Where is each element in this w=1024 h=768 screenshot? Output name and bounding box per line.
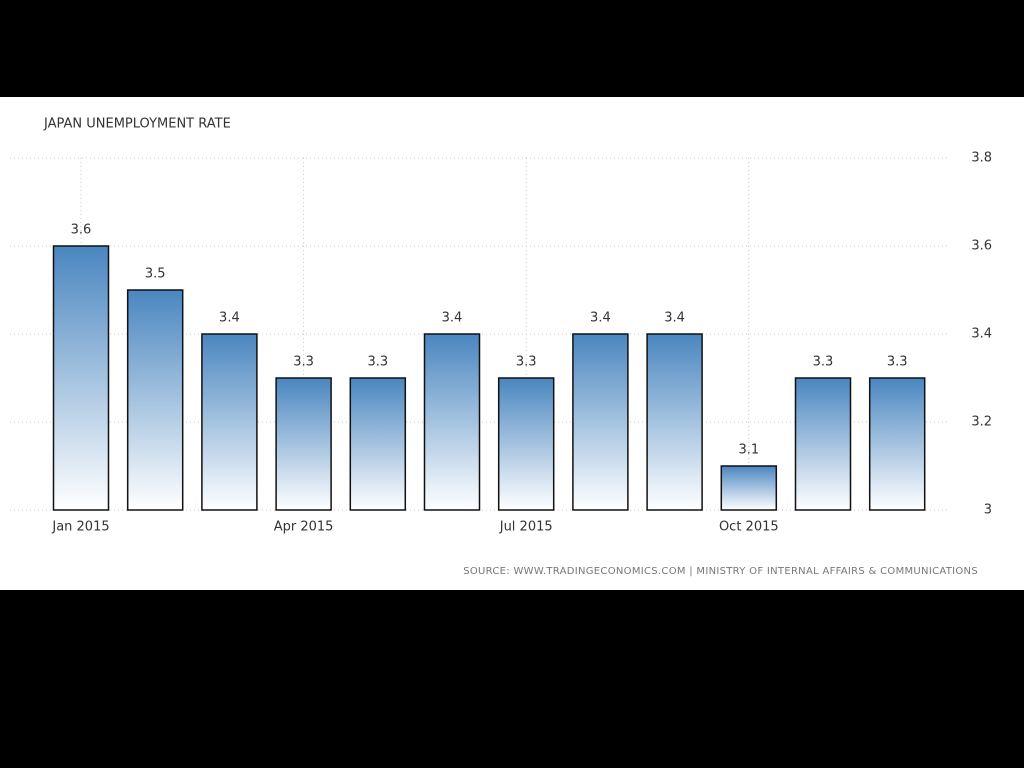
data-label: 3.3 <box>887 355 908 370</box>
data-label: 3.4 <box>219 311 240 326</box>
x-tick-label: Oct 2015 <box>719 520 779 535</box>
bar <box>646 333 703 511</box>
bar <box>275 377 332 511</box>
bar <box>126 289 184 511</box>
data-label: 3.3 <box>516 355 537 370</box>
data-label: 3.6 <box>71 223 92 238</box>
chart-title: JAPAN UNEMPLOYMENT RATE <box>43 117 231 132</box>
x-tick-label: Jul 2015 <box>499 520 553 535</box>
data-label: 3.5 <box>145 267 166 282</box>
bar <box>52 245 110 511</box>
data-label: 3.4 <box>442 311 463 326</box>
bar <box>201 333 258 511</box>
x-tick-label: Apr 2015 <box>274 520 334 535</box>
data-label: 3.3 <box>293 355 314 370</box>
source-note: SOURCE: WWW.TRADINGECONOMICS.COM | MINIS… <box>463 566 978 577</box>
y-tick-label: 3 <box>984 503 992 518</box>
y-tick-label: 3.8 <box>971 151 992 166</box>
data-label: 3.1 <box>738 443 759 458</box>
bar <box>720 465 778 511</box>
data-label: 3.4 <box>664 311 685 326</box>
data-label: 3.3 <box>813 355 834 370</box>
y-tick-label: 3.6 <box>971 239 992 254</box>
x-tick-label: Jan 2015 <box>51 520 109 535</box>
data-label: 3.3 <box>367 355 388 370</box>
bar <box>497 377 555 511</box>
bar <box>572 333 629 511</box>
data-label: 3.4 <box>590 311 611 326</box>
bar <box>423 333 481 511</box>
bar <box>868 377 926 511</box>
bar <box>349 377 407 511</box>
bar <box>794 377 852 511</box>
y-tick-label: 3.2 <box>971 415 992 430</box>
y-tick-label: 3.4 <box>971 327 992 342</box>
